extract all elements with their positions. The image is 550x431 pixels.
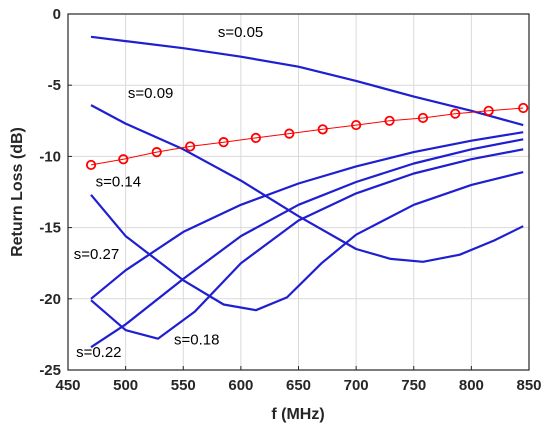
x-tick-label: 800 <box>459 377 484 394</box>
reference-series-point <box>218 137 229 148</box>
series-line-s=0.27 <box>90 131 524 300</box>
y-axis-label: Return Loss (dB) <box>9 127 26 257</box>
reference-series-point <box>351 119 362 131</box>
x-tick-label: 500 <box>113 377 138 394</box>
x-tick-label: 550 <box>171 377 196 394</box>
series-line-s=0.14 <box>90 171 524 312</box>
reference-series-point <box>85 159 97 171</box>
tick-layer: 450 500 550 600 650 700 750 800 850 0 -5 -10 -15 -20 -… <box>39 6 541 394</box>
series-annotation: s=0.14 <box>96 173 141 190</box>
series-line-s=0.22 <box>90 138 524 349</box>
reference-series-point <box>450 108 461 119</box>
series-annotation: s=0.09 <box>128 85 173 102</box>
series-line-s=0.05 <box>90 35 524 127</box>
y-tick-label: 0 <box>53 6 61 23</box>
reference-series-point <box>518 102 529 114</box>
reference-series-line <box>90 107 524 166</box>
x-tick-label: 850 <box>516 377 541 394</box>
reference-series-point <box>483 105 494 116</box>
x-tick-label: 600 <box>228 377 253 394</box>
reference-series-point <box>417 112 429 124</box>
reference-series-point <box>317 124 328 135</box>
reference-series-point <box>118 154 129 165</box>
reference-series-point <box>151 147 162 158</box>
y-tick-label: -20 <box>39 291 61 308</box>
series-annotation: s=0.27 <box>74 246 119 263</box>
series-layer <box>85 35 529 349</box>
x-tick-label: 700 <box>344 377 369 394</box>
series-annotation: s=0.05 <box>218 24 263 41</box>
x-tick-label: 450 <box>55 377 80 394</box>
annotation-layer: s=0.05 s=0.09 s=0.14 s=0.27 s=0.22 s=0.18 <box>74 24 264 361</box>
series-annotation: s=0.18 <box>174 331 219 348</box>
reference-series-point <box>250 132 261 143</box>
series-line-s=0.18 <box>90 148 524 340</box>
series-annotation: s=0.22 <box>76 344 121 361</box>
y-tick-label: -5 <box>48 77 61 94</box>
reference-series-point <box>185 141 196 152</box>
y-tick-label: -10 <box>39 148 61 165</box>
series-line-s=0.09 <box>90 104 524 263</box>
y-tick-label: -15 <box>39 220 61 237</box>
grid <box>67 13 530 371</box>
x-axis-label: f (MHz) <box>271 406 324 423</box>
reference-series-point <box>384 115 395 126</box>
x-tick-label: 650 <box>286 377 311 394</box>
x-tick-label: 750 <box>401 377 426 394</box>
reference-series-point <box>284 128 295 139</box>
y-tick-label: -25 <box>39 362 61 379</box>
